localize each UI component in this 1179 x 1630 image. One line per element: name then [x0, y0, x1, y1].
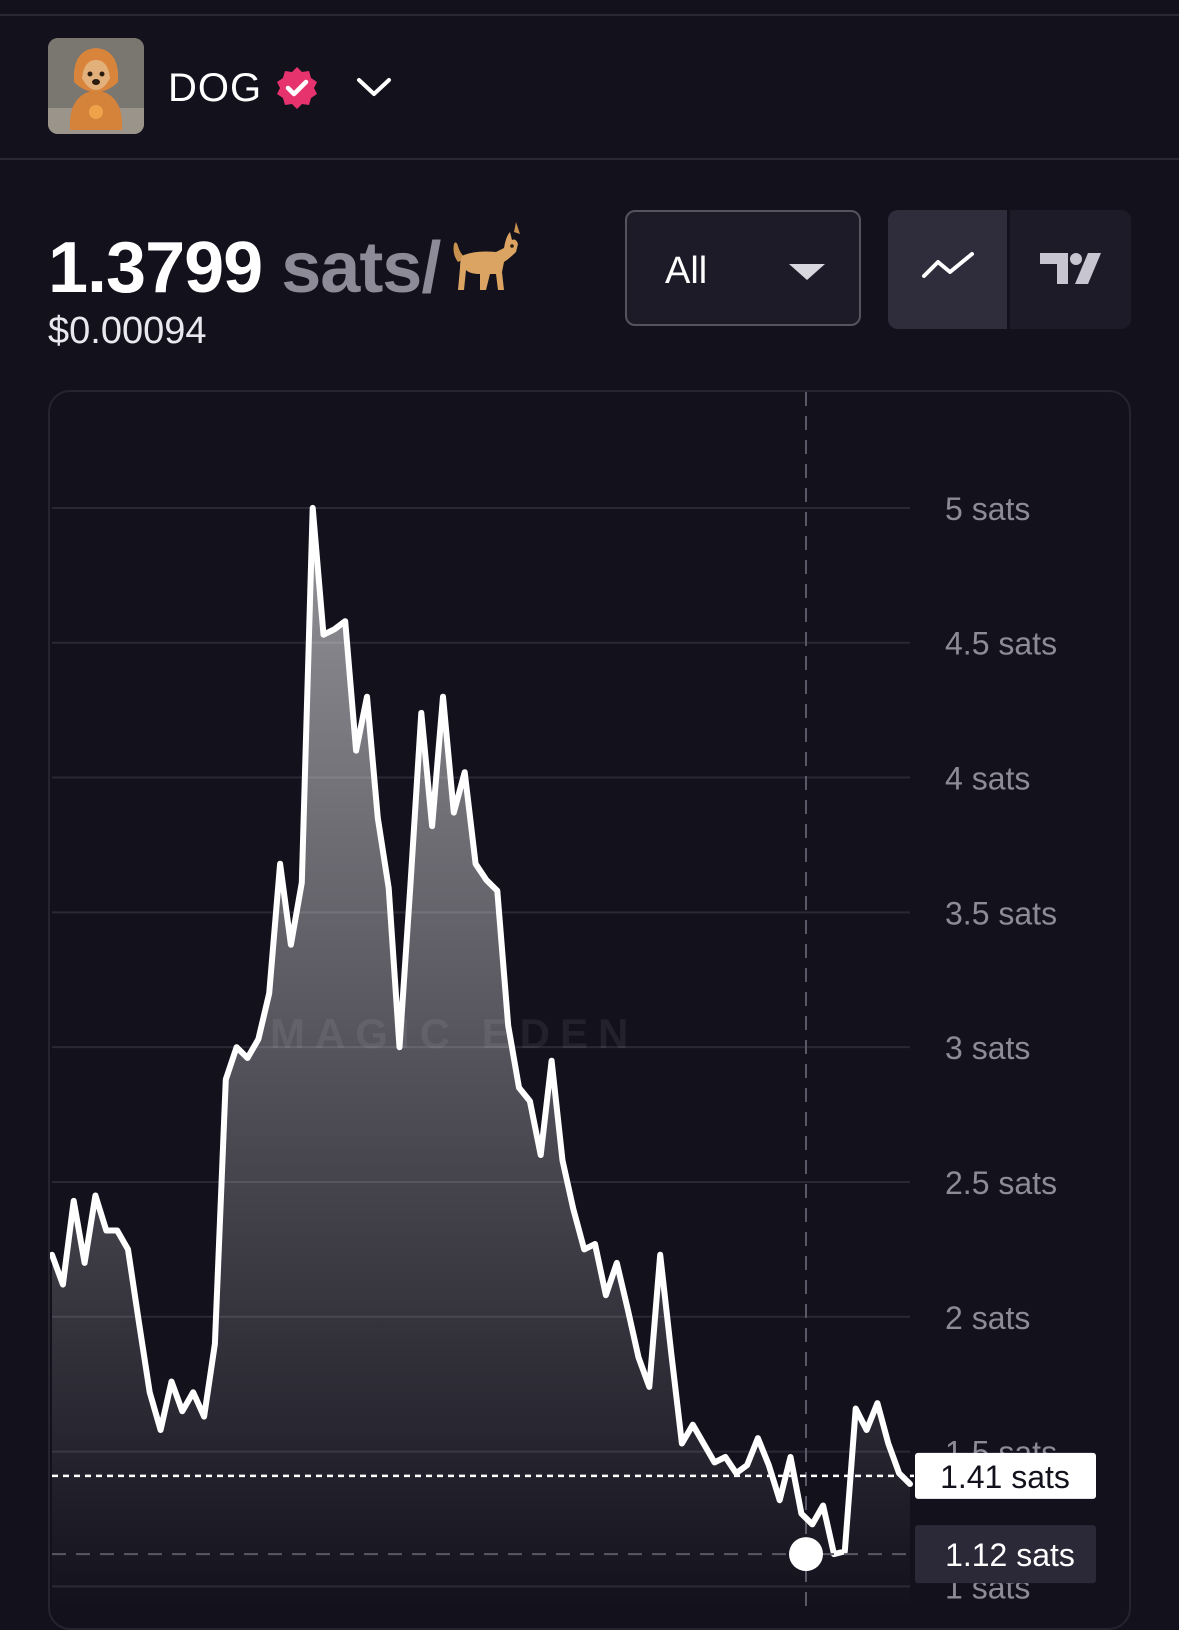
dog-emoji-icon: [453, 222, 521, 290]
y-tick-label: 2 sats: [945, 1300, 1030, 1336]
tradingview-chart-button[interactable]: [1010, 210, 1131, 329]
time-range-select[interactable]: All: [625, 210, 861, 326]
time-range-label: All: [665, 250, 708, 292]
token-name[interactable]: DOG: [168, 66, 263, 110]
caret-down-icon: [789, 264, 825, 280]
price-unit: sats/: [281, 228, 441, 308]
y-tick-label: 4.5 sats: [945, 626, 1057, 662]
series-area: [52, 507, 910, 1608]
line-chart-button[interactable]: [888, 210, 1007, 329]
y-tick-label: 3 sats: [945, 1030, 1030, 1066]
verified-badge-icon: [277, 67, 317, 109]
price-usd: $0.00094: [48, 310, 207, 352]
chart-type-toggle: [888, 210, 1131, 329]
y-tick-label: 2.5 sats: [945, 1165, 1057, 1201]
y-tick-label: 5 sats: [945, 491, 1030, 527]
crosshair-point: [789, 1537, 823, 1572]
token-price: 1.3799 sats/: [48, 218, 524, 309]
current-price-label-bg: [915, 1452, 1096, 1499]
top-border: [0, 0, 1179, 16]
y-tick-label: 4 sats: [945, 761, 1030, 797]
series-line: [50, 504, 913, 1558]
token-avatar[interactable]: [48, 38, 144, 134]
line-chart-icon: [922, 252, 974, 278]
toggle-divider: [1007, 210, 1010, 329]
dog-in-orange-hoodie-image: [48, 38, 144, 134]
chevron-down-icon[interactable]: [355, 72, 393, 104]
crosshair-label: 1.12 sats: [945, 1537, 1075, 1573]
token-header: DOG: [0, 16, 1179, 160]
current-price-label: 1.41 sats: [940, 1459, 1070, 1495]
price-value: 1.3799: [48, 228, 263, 308]
crosshair-label-bg: [915, 1525, 1096, 1584]
tradingview-logo-icon: [1040, 253, 1101, 284]
y-tick-label: 3.5 sats: [945, 895, 1057, 931]
